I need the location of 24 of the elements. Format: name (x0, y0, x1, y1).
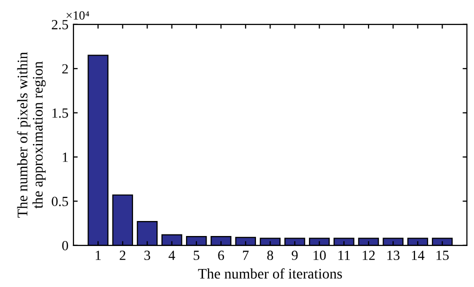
x-tick-label: 9 (292, 250, 298, 260)
x-tick-label: 7 (243, 250, 249, 260)
y-axis-title: The number of pixels within the approximation region (17, 52, 46, 218)
y-tick-label: 0.5 (52, 196, 68, 206)
x-tick-label: 11 (338, 250, 350, 260)
x-tick-label: 15 (436, 250, 449, 260)
x-tick-label: 10 (314, 250, 326, 260)
y-tick-label: 1.5 (52, 108, 68, 118)
x-tick-label: 5 (194, 250, 200, 260)
x-axis-title: The number of iterations (198, 268, 342, 279)
x-tick-label: 1 (96, 250, 101, 260)
y-tick-label: 2.5 (52, 20, 68, 30)
x-tick-label: 2 (120, 250, 126, 260)
text: ×10⁴ (66, 11, 90, 20)
x-tick-label: 3 (144, 250, 150, 260)
y-tick-label: 1 (62, 152, 68, 162)
x-tick-label: 12 (362, 250, 375, 260)
x-tick-label: 6 (218, 250, 224, 260)
x-tick-label: 13 (387, 250, 400, 260)
x-tick-label: 14 (412, 250, 424, 260)
y-tick-label: 0 (62, 240, 68, 250)
x-tick-label: 4 (168, 250, 176, 260)
x-tick-label: 8 (267, 250, 274, 260)
y-tick-label: 2 (62, 64, 68, 74)
